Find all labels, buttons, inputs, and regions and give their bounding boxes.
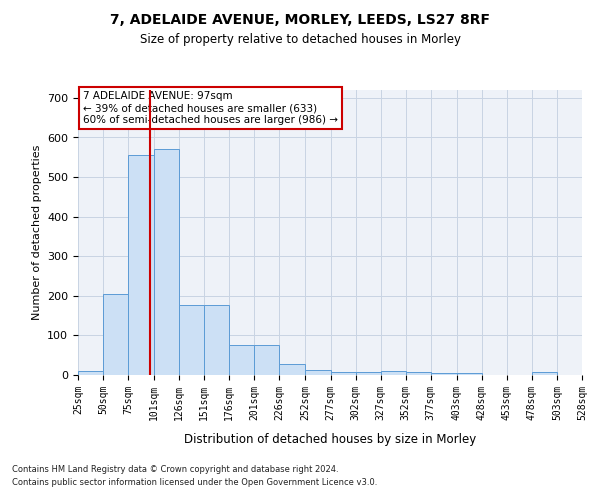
Bar bbox=[457, 373, 482, 375]
Text: 7, ADELAIDE AVENUE, MORLEY, LEEDS, LS27 8RF: 7, ADELAIDE AVENUE, MORLEY, LEEDS, LS27 … bbox=[110, 12, 490, 26]
Bar bbox=[305, 370, 331, 375]
Bar bbox=[406, 372, 431, 375]
Bar bbox=[204, 304, 229, 375]
Bar bbox=[380, 371, 406, 375]
Text: Contains HM Land Registry data © Crown copyright and database right 2024.: Contains HM Land Registry data © Crown c… bbox=[12, 466, 338, 474]
Text: Size of property relative to detached houses in Morley: Size of property relative to detached ho… bbox=[139, 32, 461, 46]
Y-axis label: Number of detached properties: Number of detached properties bbox=[32, 145, 41, 320]
Bar bbox=[532, 372, 557, 375]
Bar bbox=[103, 294, 128, 375]
Bar bbox=[431, 373, 457, 375]
Bar bbox=[78, 371, 103, 375]
Bar bbox=[356, 372, 380, 375]
Text: Distribution of detached houses by size in Morley: Distribution of detached houses by size … bbox=[184, 432, 476, 446]
Bar bbox=[179, 304, 204, 375]
Text: 7 ADELAIDE AVENUE: 97sqm
← 39% of detached houses are smaller (633)
60% of semi-: 7 ADELAIDE AVENUE: 97sqm ← 39% of detach… bbox=[83, 92, 338, 124]
Bar bbox=[128, 154, 154, 375]
Text: Contains public sector information licensed under the Open Government Licence v3: Contains public sector information licen… bbox=[12, 478, 377, 487]
Bar bbox=[254, 346, 280, 375]
Bar bbox=[154, 150, 179, 375]
Bar bbox=[280, 364, 305, 375]
Bar bbox=[229, 346, 254, 375]
Bar bbox=[331, 372, 356, 375]
